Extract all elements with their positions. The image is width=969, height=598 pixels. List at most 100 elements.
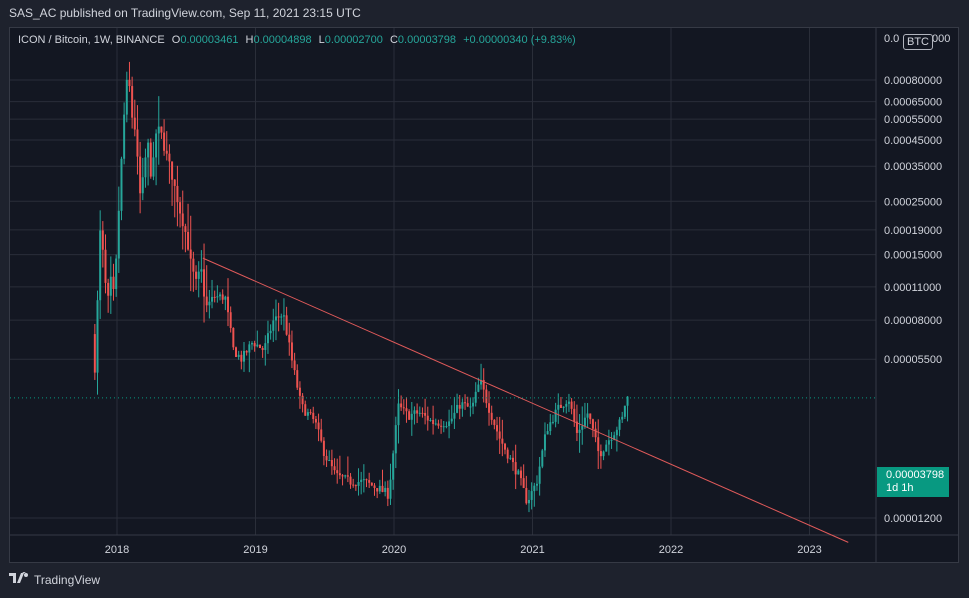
candle-body <box>184 226 187 232</box>
candle-body <box>448 421 451 427</box>
candle-body <box>378 485 381 492</box>
candle-body <box>139 156 142 194</box>
low-value: 0.00002700 <box>324 34 383 46</box>
candle-body <box>408 411 411 420</box>
candle-body <box>149 142 152 177</box>
candle-body <box>168 153 171 162</box>
candle-body <box>514 462 517 475</box>
candle-body <box>578 429 581 433</box>
candle-body <box>141 177 144 194</box>
candle-body <box>274 316 277 321</box>
candle-body <box>397 403 400 426</box>
candle-body <box>533 485 536 492</box>
last-price-value: 0.00003798 <box>886 469 945 481</box>
candle-body <box>328 460 331 462</box>
candle-body <box>224 296 227 300</box>
candle-body <box>245 350 248 353</box>
candle-body <box>179 202 182 214</box>
candle-body <box>538 466 541 484</box>
chart-pane[interactable] <box>9 27 959 563</box>
candle-body <box>554 409 557 422</box>
y-tick-label: 0.00025000 <box>884 196 942 208</box>
y-tick-label-partial-suffix: 000 <box>932 33 950 45</box>
candle-body <box>477 384 480 392</box>
x-tick-label: 2021 <box>520 544 544 556</box>
candle-body <box>296 370 299 388</box>
x-tick-label: 2022 <box>659 544 683 556</box>
candle-body <box>466 403 469 407</box>
candle-body <box>197 271 200 279</box>
close-label: C <box>389 34 398 46</box>
footer-brand[interactable]: TradingView <box>9 569 100 587</box>
candle-body <box>280 316 283 318</box>
candle-body <box>517 470 520 475</box>
candle-body <box>171 161 174 180</box>
currency-badge[interactable]: BTC <box>903 34 933 50</box>
open-value: 0.00003461 <box>180 34 239 46</box>
candle-body <box>195 271 198 279</box>
candle-body <box>541 450 544 467</box>
candle-body <box>543 434 546 451</box>
candle-body <box>163 132 166 151</box>
change-value: +0.00000340 (+9.83%) <box>463 34 576 46</box>
candle-body <box>344 475 347 477</box>
candle-body <box>136 129 139 157</box>
candle-body <box>376 488 379 492</box>
candle-body <box>314 418 317 423</box>
candle-body <box>418 412 421 414</box>
x-tick-label: 2023 <box>797 544 821 556</box>
candle-body <box>456 404 459 413</box>
candle-body <box>144 157 147 178</box>
candle-body <box>272 320 275 331</box>
candle-body <box>488 403 491 413</box>
candle-body <box>402 407 405 409</box>
candle-body <box>437 423 440 426</box>
candle-body <box>115 258 118 290</box>
candle-body <box>192 258 195 272</box>
candle-body <box>125 79 128 115</box>
candle-body <box>216 296 219 298</box>
candle-body <box>586 413 589 418</box>
candle-body <box>128 79 131 87</box>
candle-body <box>277 316 280 318</box>
candle-body <box>99 230 102 301</box>
candle-body <box>389 479 392 499</box>
candle-body <box>157 126 160 134</box>
candle-body <box>205 296 208 306</box>
candle-body <box>221 294 224 300</box>
candle-body <box>504 443 507 450</box>
candle-body <box>589 413 592 420</box>
candle-body <box>461 402 464 409</box>
candle-body <box>559 404 562 408</box>
candle-body <box>599 451 602 457</box>
candle-body <box>570 401 573 409</box>
y-tick-label: 0.00035000 <box>884 161 942 173</box>
candle-body <box>527 499 530 504</box>
candle-body <box>506 449 509 459</box>
candle-body <box>522 478 525 488</box>
candle-body <box>160 126 163 133</box>
candle-body <box>112 276 115 290</box>
candle-body <box>360 479 363 482</box>
candle-body <box>618 419 621 430</box>
candle-body <box>613 435 616 440</box>
candle-body <box>365 479 368 481</box>
candle-body <box>173 179 176 186</box>
candle-body <box>298 387 301 396</box>
candle-body <box>338 473 341 476</box>
candle-body <box>357 481 360 486</box>
candle-body <box>242 350 245 362</box>
candle-body <box>147 142 150 158</box>
candle-body <box>248 344 251 353</box>
candle-body <box>269 330 272 334</box>
candle-body <box>386 487 389 499</box>
candle-body <box>602 451 605 457</box>
candle-body <box>621 416 624 420</box>
candle-body <box>258 344 261 349</box>
candle-body <box>562 406 565 408</box>
candle-body <box>107 282 110 296</box>
candle-body <box>405 408 408 412</box>
candle-body <box>610 439 613 441</box>
candle-body <box>615 429 618 436</box>
